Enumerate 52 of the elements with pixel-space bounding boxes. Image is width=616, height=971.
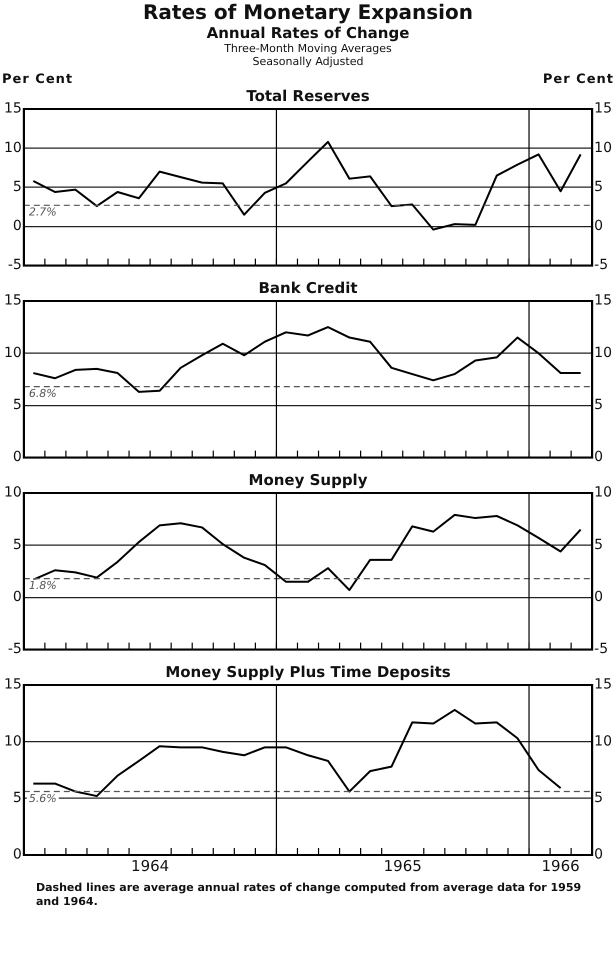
y-tick-label: 0 <box>12 846 22 863</box>
chart-title: Money Supply Plus Time Deposits <box>165 662 451 681</box>
y2-tick-label: 0 <box>594 589 604 606</box>
chart-title: Money Supply <box>248 470 368 489</box>
text: Three-Month Moving Averages <box>223 42 393 55</box>
text: Dashed lines are average annual rates of change computed from average data for 1959 and 1964. <box>35 880 582 910</box>
y-tick-label: 0 <box>12 218 22 234</box>
ref-line-label: 6.8% <box>28 386 57 400</box>
y2-tick-label: 10 <box>594 484 612 501</box>
y2-tick-label: 0 <box>594 449 604 466</box>
ref-line-label: 5.6% <box>28 792 57 805</box>
text: Seasonally Adjusted <box>252 55 364 68</box>
y-tick-label: 5 <box>12 178 22 195</box>
y-tick-label: 5 <box>12 397 22 414</box>
y2-tick-label: -5 <box>594 257 608 274</box>
y2-tick-label: 5 <box>594 397 604 414</box>
y-tick-label: 5 <box>12 790 22 806</box>
y-tick-label: 10 <box>4 733 22 750</box>
y2-tick-label: 10 <box>594 733 612 750</box>
y2-tick-label: 15 <box>594 100 612 117</box>
y-tick-label: 15 <box>4 292 22 309</box>
y-tick-label: 0 <box>12 449 22 466</box>
y2-tick-label: 10 <box>594 140 612 156</box>
y-tick-label: 15 <box>4 676 22 693</box>
ref-line-label: 2.7% <box>28 206 57 219</box>
ref-line-label: 1.8% <box>28 578 57 592</box>
y2-tick-label: 15 <box>594 676 612 693</box>
x-tick-label: 1966 <box>542 856 580 875</box>
y-tick-label: -5 <box>8 641 22 658</box>
y2-tick-label: 0 <box>594 218 604 234</box>
y2-tick-label: 0 <box>594 846 604 863</box>
x-tick-label: 1964 <box>131 856 170 875</box>
y2-tick-label: -5 <box>594 641 608 658</box>
y-tick-label: 15 <box>4 100 22 117</box>
y-tick-label: 0 <box>12 589 22 606</box>
y-tick-label: 10 <box>4 140 22 156</box>
chart-title: Bank Credit <box>258 278 358 297</box>
y2-tick-label: 15 <box>594 292 612 309</box>
y2-tick-label: 5 <box>594 790 604 806</box>
y-tick-label: 10 <box>4 484 22 501</box>
y2-tick-label: 10 <box>594 344 612 361</box>
y-tick-label: 10 <box>4 344 22 361</box>
x-tick-label: 1965 <box>384 856 422 875</box>
y2-axis-title: Per Cent <box>542 72 614 88</box>
y-axis-title: Per Cent <box>2 72 74 88</box>
text: Rates of Monetary Expansion <box>142 0 474 24</box>
y2-tick-label: 5 <box>594 536 604 553</box>
y-tick-label: 5 <box>12 536 22 553</box>
text: Annual Rates of Change <box>206 24 410 42</box>
y2-tick-label: 5 <box>594 178 604 195</box>
y-tick-label: -5 <box>8 257 22 274</box>
chart-title: Total Reserves <box>246 86 370 105</box>
